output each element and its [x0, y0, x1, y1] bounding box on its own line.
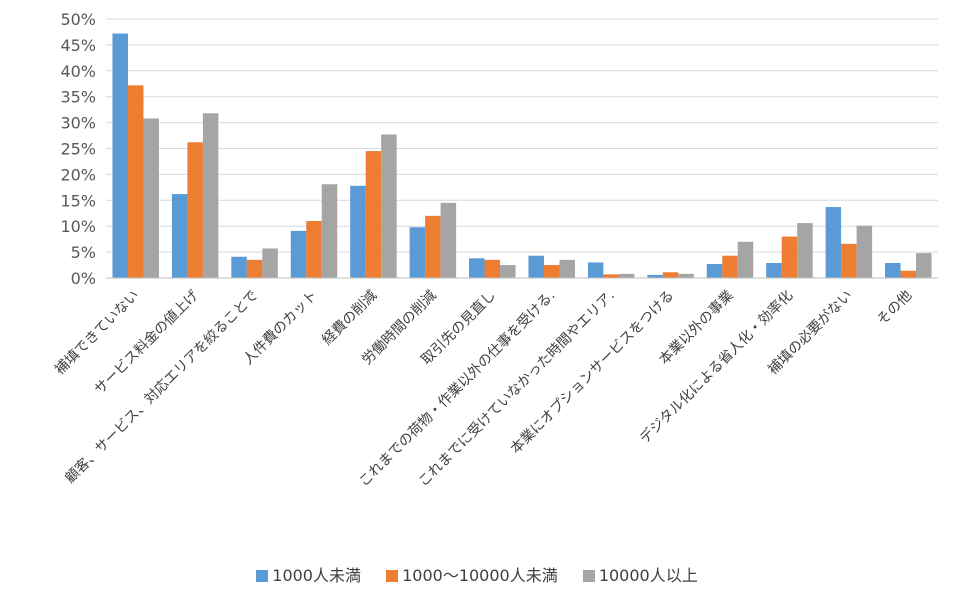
bar-1-6 [409, 227, 426, 278]
legend: 1000人未満 1000～10000人未満 10000人以上 [0, 562, 954, 586]
bar-1-10 [647, 274, 663, 278]
legend-swatch [386, 570, 399, 582]
legend-label: 1000～10000人未満 [402, 566, 558, 585]
bar-2-8 [543, 265, 560, 278]
legend-label: 1000人未満 [272, 566, 361, 585]
bar-1-9 [587, 262, 604, 278]
bar-3-6 [440, 202, 457, 278]
bar-1-1 [112, 33, 128, 279]
bar-2-4 [306, 221, 322, 278]
y-tick-label: 0% [71, 269, 96, 288]
bar-1-4 [290, 230, 307, 278]
gridlines [106, 18, 938, 253]
bar-3-4 [321, 184, 338, 278]
y-tick-label: 40% [60, 62, 96, 81]
y-axis-ticks: 0% 5% 10% 15% 20% 25% 30% 35% 40% 45% 50% [60, 10, 96, 288]
bar-1-5 [350, 185, 366, 278]
bar-2-9 [603, 274, 619, 278]
bar-chart: 0% 5% 10% 15% 20% 25% 30% 35% 40% 45% 50% 補填できていない… [52, 10, 938, 490]
x-axis-labels: 補填できていないサービス料金の値上げ顧客、サービス、対応エリアを絞ることで人件費… [52, 287, 915, 490]
bar-1-7 [469, 258, 485, 278]
bar-1-11 [706, 264, 723, 278]
bar-2-7 [484, 259, 501, 278]
y-tick-label: 30% [60, 114, 96, 133]
bar-3-5 [381, 134, 397, 278]
y-tick-label: 5% [71, 243, 96, 262]
legend-swatch [256, 570, 269, 582]
x-tick-label: その他 [874, 288, 915, 329]
bars [112, 33, 932, 279]
bar-1-3 [231, 256, 247, 278]
bar-3-14 [916, 253, 932, 278]
bar-3-3 [262, 248, 278, 278]
bar-1-8 [528, 255, 544, 278]
bar-3-8 [559, 259, 575, 278]
bar-2-10 [662, 272, 679, 278]
bar-3-1 [143, 118, 159, 279]
bar-3-12 [797, 223, 813, 278]
legend-swatch [582, 570, 595, 582]
bar-2-13 [841, 243, 857, 278]
bar-2-11 [722, 255, 738, 278]
y-tick-label: 35% [60, 88, 96, 107]
y-tick-label: 45% [60, 36, 96, 55]
bar-2-5 [365, 151, 382, 278]
y-tick-label: 25% [60, 140, 96, 159]
y-tick-label: 15% [60, 191, 96, 210]
bar-1-12 [766, 262, 782, 278]
legend-item-1000-under: 1000人未満 [256, 562, 361, 586]
bar-1-2 [171, 194, 188, 278]
legend-item-10000-over: 10000人以上 [582, 562, 698, 586]
x-tick-label: サービス料金の値上げ [92, 288, 202, 398]
bar-2-6 [425, 215, 441, 278]
bar-1-14 [885, 262, 901, 278]
y-tick-label: 10% [60, 217, 96, 236]
bar-3-10 [678, 273, 694, 278]
y-tick-label: 20% [60, 165, 96, 184]
bar-2-1 [127, 85, 144, 278]
bar-3-7 [500, 265, 516, 278]
y-tick-label: 50% [60, 10, 96, 29]
bar-3-13 [856, 225, 873, 278]
legend-label: 10000人以上 [598, 566, 698, 585]
x-tick-label: 経費の削減 [319, 287, 381, 349]
bar-3-9 [618, 273, 635, 278]
bar-3-2 [202, 113, 219, 278]
bar-2-12 [781, 236, 798, 278]
bar-2-2 [187, 142, 203, 278]
bar-3-11 [737, 241, 754, 278]
bar-2-3 [246, 259, 263, 278]
bar-1-13 [825, 207, 842, 278]
legend-item-1000-10000: 1000～10000人未満 [386, 562, 558, 586]
bar-2-14 [900, 270, 917, 278]
